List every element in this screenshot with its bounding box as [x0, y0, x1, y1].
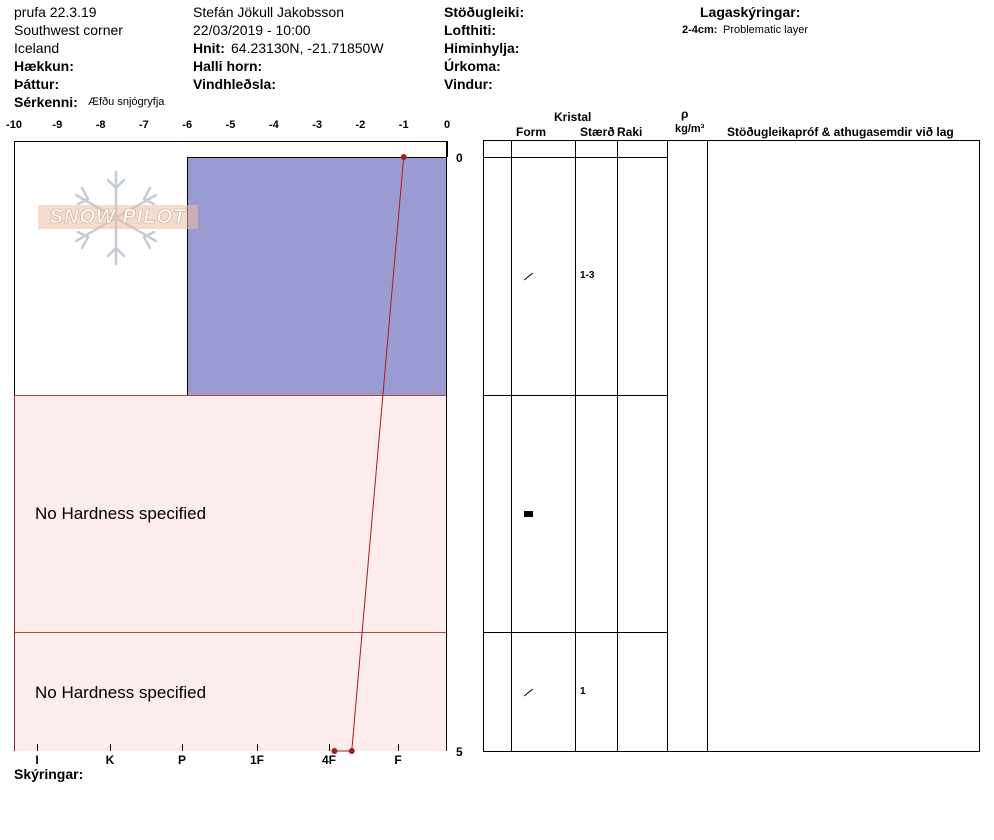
moisture-header: Raki [617, 125, 643, 139]
hardness-tick [110, 744, 111, 751]
profile-name: prufa 22.3.19 [14, 4, 97, 20]
grain-size: 1-3 [580, 270, 595, 281]
table-column-line [575, 140, 576, 751]
hardness-tick-label: 1F [249, 753, 265, 767]
temperature-point [348, 748, 355, 754]
crystal-header: Kristal [554, 110, 592, 124]
table-row-line [483, 632, 667, 634]
country: Iceland [14, 40, 60, 56]
features-value: Æfðu snjógryfja [88, 96, 165, 108]
wind-label: Vindur: [444, 76, 493, 92]
legend-text: Problematic layer [723, 24, 808, 36]
slope-label: Halli horn: [193, 58, 263, 74]
wind-loading-label: Vindhleðsla: [193, 76, 276, 92]
layer-hardness-label: No Hardness specified [35, 682, 207, 702]
table-column-line [707, 140, 708, 751]
date-time: 22/03/2019 - 10:00 [193, 22, 311, 38]
form-header: Form [516, 125, 546, 139]
air-temp-label: Lofthiti: [444, 22, 497, 38]
layer-table [483, 140, 980, 752]
snow-pilot-watermark: SNOW PILOT [38, 168, 198, 268]
temp-tick-label: -5 [225, 119, 236, 131]
precip-label: Úrkoma: [444, 58, 501, 74]
temp-tick-label: -2 [355, 119, 366, 131]
coords-value: 64.23130N, -21.71850W [231, 40, 384, 56]
coords-label: Hnit: [193, 40, 225, 56]
hardness-tick-label: P [177, 753, 187, 767]
hardness-tick [182, 744, 183, 751]
table-row-line [483, 394, 667, 396]
elevation-label: Hækkun: [14, 58, 74, 74]
temperature-line [334, 156, 405, 752]
hardness-tick [329, 744, 330, 751]
grain-size: 1 [580, 686, 586, 697]
observer: Stefán Jökull Jakobsson [193, 4, 344, 20]
table-column-line [511, 140, 512, 751]
snow-layer [187, 157, 447, 395]
watermark-text: SNOW PILOT [38, 205, 198, 229]
footer-comments-label: Skýringar: [14, 766, 84, 782]
table-column-line [617, 140, 618, 751]
temp-tick [447, 141, 448, 157]
location: Southwest corner [14, 22, 123, 38]
square-icon [524, 511, 533, 517]
size-header: Stærð [580, 125, 615, 139]
legend-title: Lagaskýringar: [700, 4, 801, 20]
temp-tick-label: -1 [398, 119, 409, 131]
sky-label: Himinhylja: [444, 40, 520, 56]
temp-tick-label: -6 [182, 119, 193, 131]
hardness-tick [37, 744, 38, 751]
density-unit: kg/m³ [675, 123, 705, 135]
temperature-point [331, 748, 338, 754]
table-row-line [483, 157, 667, 158]
density-symbol: ρ [681, 107, 689, 121]
hardness-tick [257, 744, 258, 751]
stability-label: Stöðugleiki: [444, 4, 525, 20]
snow-layer: No Hardness specified [14, 632, 447, 751]
hardness-tick-label: 4F [321, 753, 337, 767]
depth-label-bottom: 5 [456, 745, 463, 759]
hardness-tick-label: K [105, 753, 115, 767]
table-column-line [667, 140, 668, 751]
temp-tick-label: 0 [443, 119, 451, 131]
snow-layer: No Hardness specified [14, 394, 447, 633]
hardness-tick-label: I [35, 753, 39, 767]
temp-tick-label: -8 [95, 119, 106, 131]
legend-depth: 2-4cm: [682, 24, 718, 36]
temp-tick-label: -4 [268, 119, 279, 131]
temp-tick-label: -7 [139, 119, 149, 131]
temp-tick-label: -3 [312, 119, 322, 131]
depth-label-top: 0 [456, 151, 463, 165]
aspect-label: Þáttur: [14, 76, 60, 92]
hardness-tick-label: F [394, 753, 402, 767]
layer-hardness-label: No Hardness specified [35, 504, 207, 524]
hardness-tick [398, 744, 399, 751]
temp-tick-label: -10 [6, 119, 22, 131]
temp-tick-label: -9 [52, 119, 63, 131]
features-label: Sérkenni: [14, 94, 78, 110]
temperature-point [400, 154, 407, 160]
comments-header: Stöðugleikapróf & athugasemdir við lag [727, 125, 954, 139]
